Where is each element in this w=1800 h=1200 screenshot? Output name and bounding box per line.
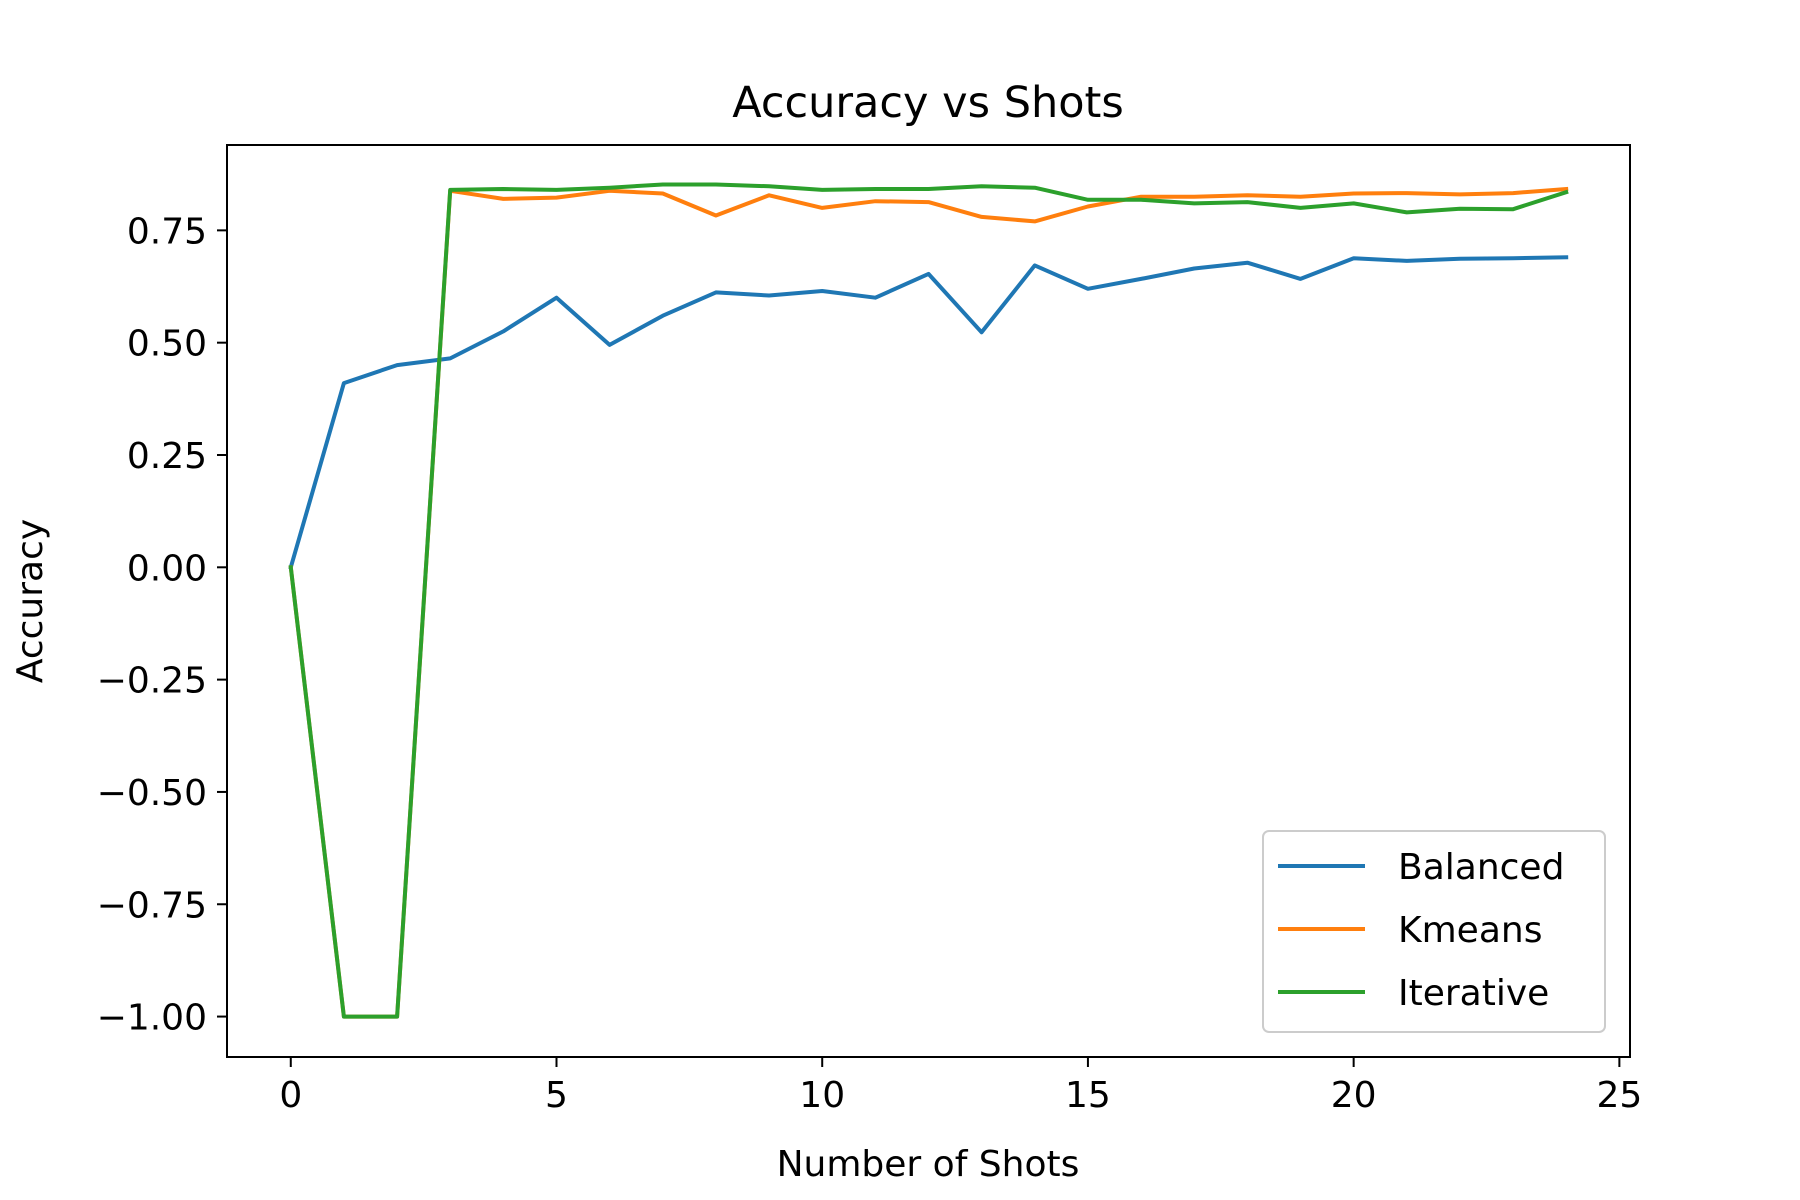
x-tick-label: 5	[545, 1075, 568, 1116]
legend-label-balanced: Balanced	[1398, 847, 1564, 888]
y-tick-label: 0.00	[127, 548, 207, 589]
legend-box	[1262, 830, 1606, 1033]
x-tick-label: 10	[799, 1075, 845, 1116]
y-tick-label: 0.75	[127, 211, 207, 252]
y-axis: −1.00 −0.75 −0.50 −0.25 0.00 0.25 0.50 0.75	[97, 211, 227, 1039]
x-tick-label: 20	[1331, 1075, 1377, 1116]
y-tick-label: −0.75	[97, 885, 207, 926]
legend-label-iterative: Iterative	[1398, 973, 1549, 1014]
series-layer	[288, 182, 1569, 1019]
series-line-balanced	[288, 255, 1569, 570]
x-tick-label: 25	[1596, 1075, 1642, 1116]
x-axis-label: Number of Shots	[777, 1144, 1080, 1185]
y-tick-label: −0.25	[97, 661, 207, 702]
chart-title: Accuracy vs Shots	[732, 78, 1124, 128]
y-axis-label: Accuracy	[10, 519, 51, 683]
y-tick-label: 0.50	[127, 324, 207, 365]
legend-label-kmeans: Kmeans	[1398, 910, 1542, 951]
series-line-kmeans	[288, 186, 1569, 1019]
x-tick-label: 15	[1065, 1075, 1111, 1116]
y-tick-label: −1.00	[97, 998, 207, 1039]
y-tick-label: −0.50	[97, 773, 207, 814]
x-tick-label: 0	[279, 1075, 302, 1116]
legend: Balanced Kmeans Iterative	[1262, 830, 1606, 1033]
plot-frame	[226, 144, 1631, 1058]
x-axis: 0 5 10 15 20 25	[279, 1057, 1642, 1116]
series-line-iterative	[288, 182, 1569, 1019]
y-tick-label: 0.25	[127, 436, 207, 477]
